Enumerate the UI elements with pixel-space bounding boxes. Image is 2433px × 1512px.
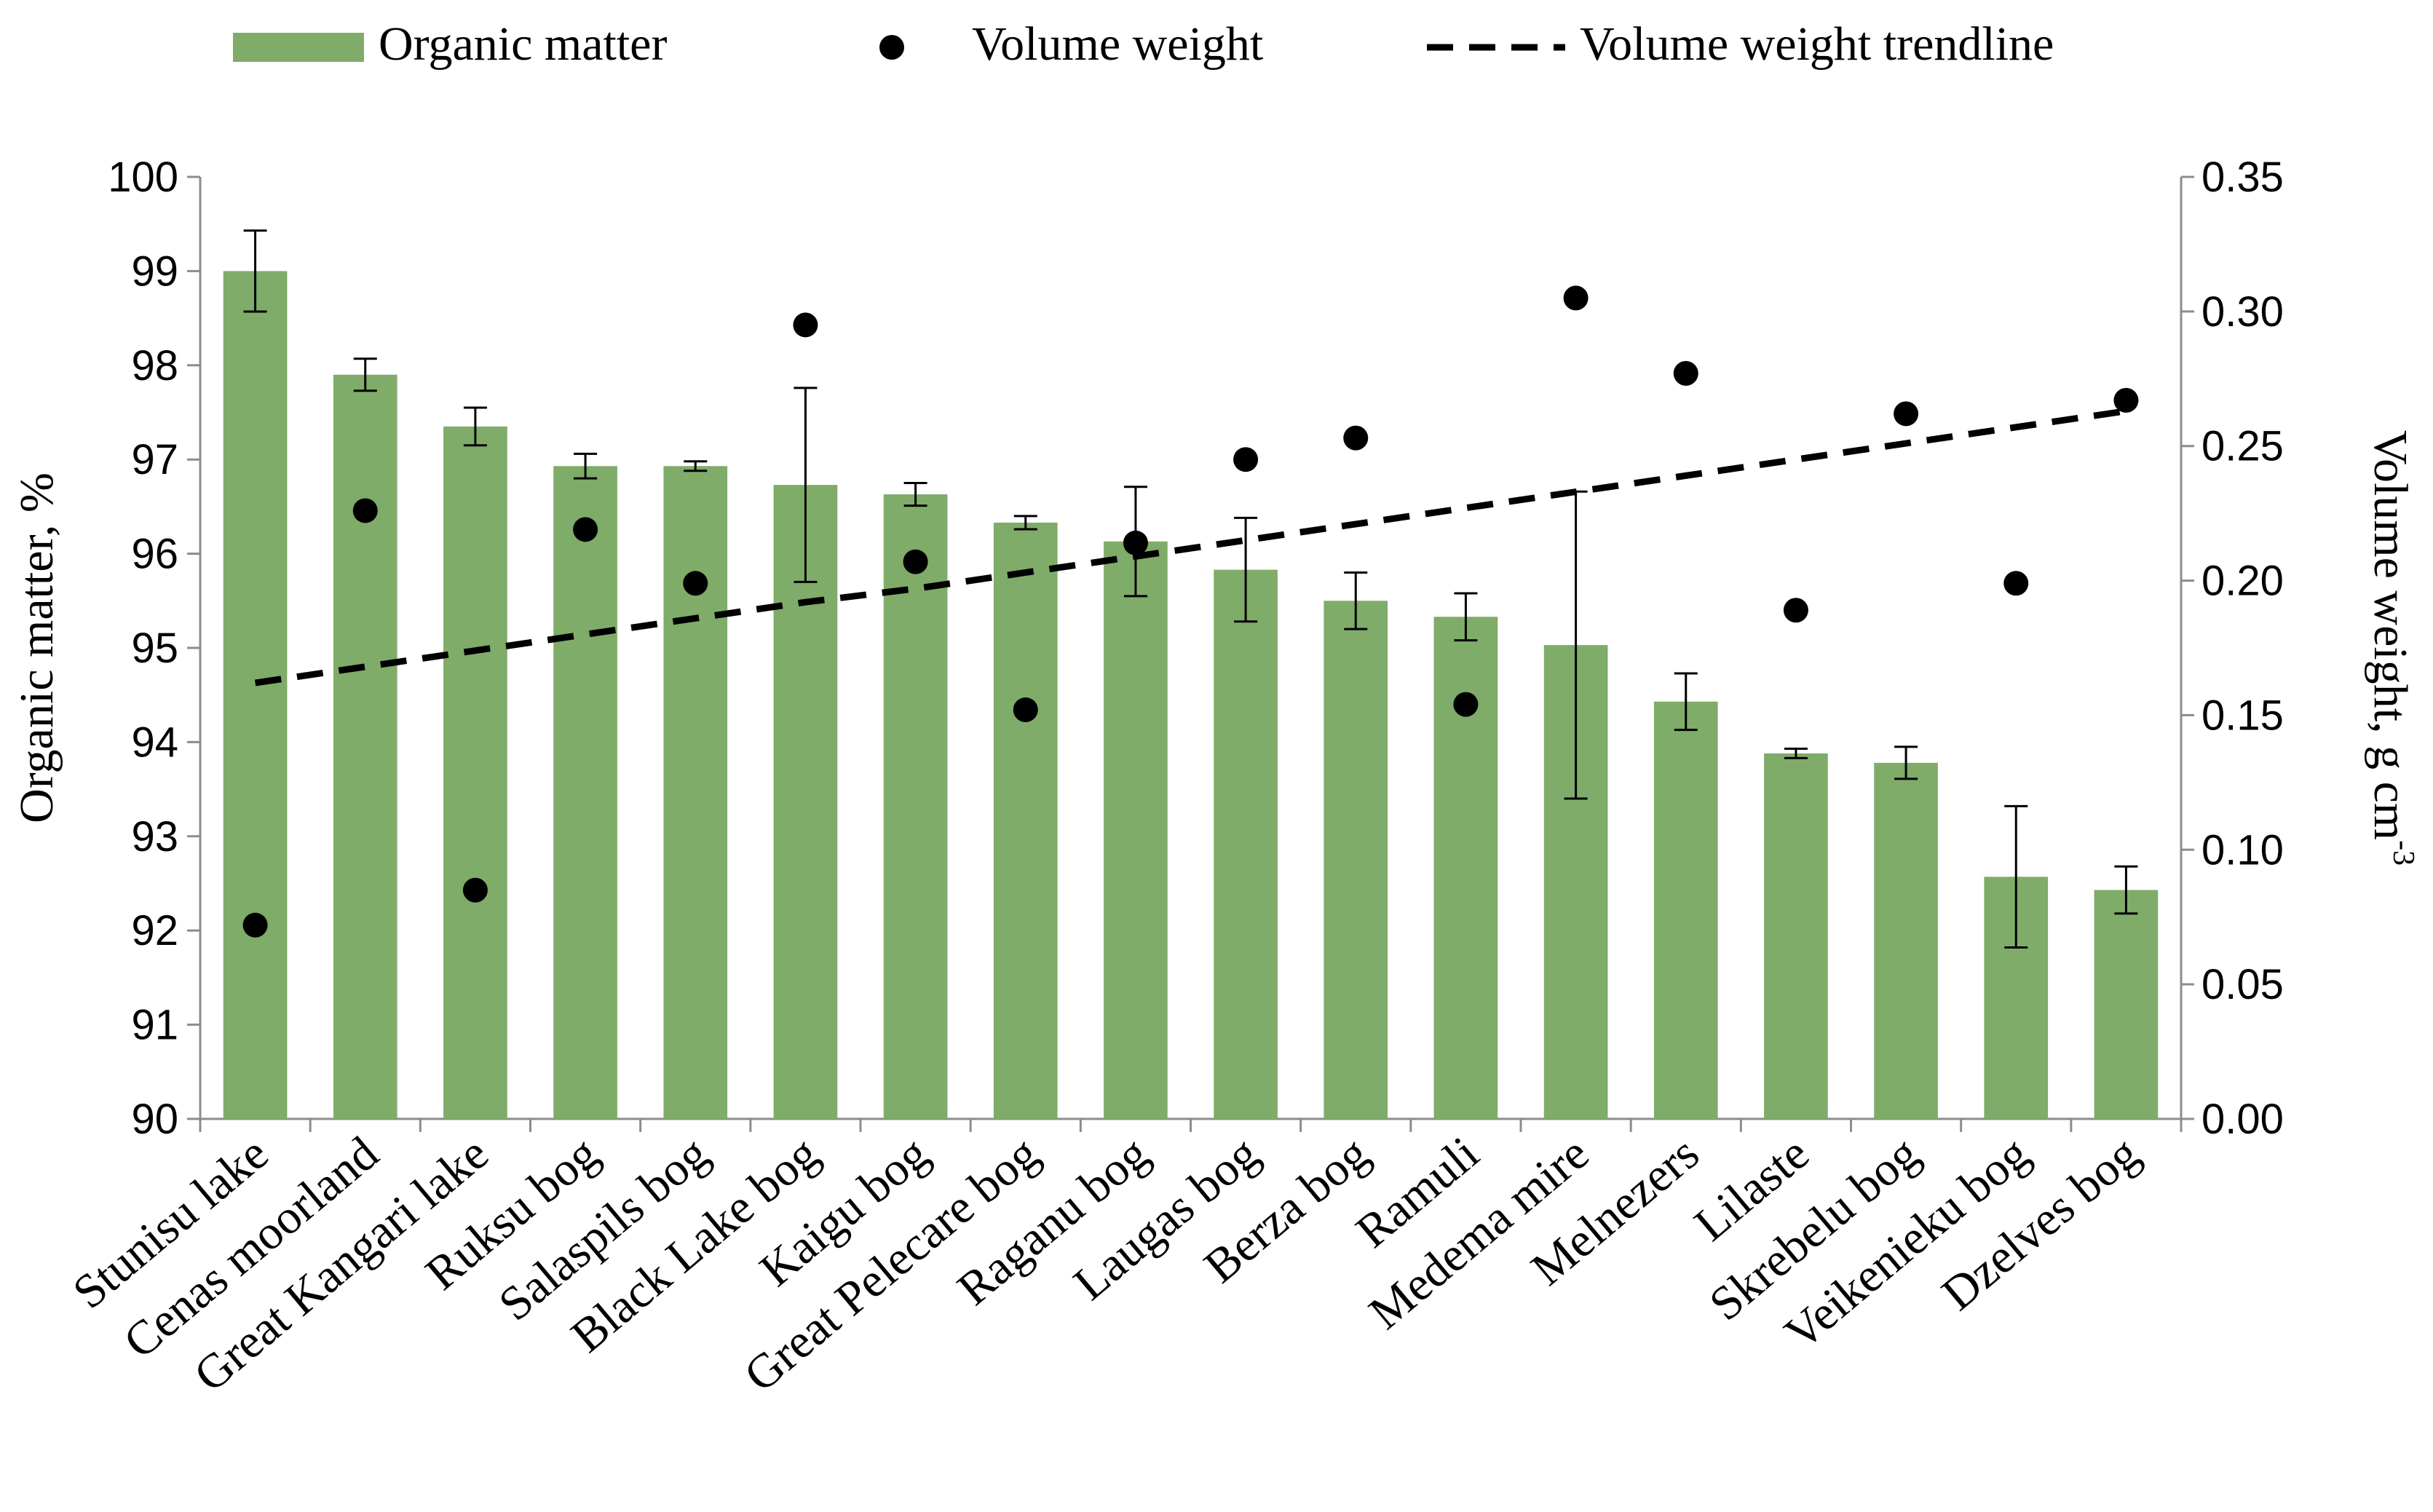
volume-weight-point [793, 312, 818, 338]
organic-matter-error-bar [903, 482, 927, 507]
y2-axis-title: Volume weight, g cm-3 [2364, 430, 2420, 866]
x-axis-ticks [199, 1119, 2183, 1132]
organic-matter-error-bar [2004, 804, 2028, 949]
volume-weight-point [1123, 530, 1148, 555]
right-tick-label: 0.10 [2201, 826, 2284, 874]
organic-matter-error-bar [1454, 592, 1478, 642]
organic-matter-bars [223, 271, 2159, 1119]
volume-weight-point [1894, 401, 1919, 427]
left-tick-label: 92 [131, 907, 178, 954]
volume-weight-point [573, 517, 598, 542]
legend-item-volume-weight: Volume weight [879, 17, 1263, 71]
volume-weight-point [1013, 697, 1038, 723]
volume-weight-point [462, 877, 488, 903]
organic-matter-error-bar [1674, 672, 1698, 732]
y-axis-title: Organic matter, % [10, 472, 63, 823]
organic-matter-bar [1764, 753, 1828, 1119]
legend-item-volume-weight-trendline: Volume weight trendline [1427, 17, 2054, 71]
volume-weight-point [1233, 447, 1259, 472]
organic-matter-error-bar [1234, 516, 1258, 623]
volume-weight-point [1673, 360, 1698, 386]
volume-weight-points [242, 285, 2139, 938]
organic-matter-error-bars [243, 229, 2138, 949]
organic-matter-error-bar [353, 357, 377, 392]
volume-weight-point [1563, 285, 1589, 311]
volume-weight-point [1453, 692, 1479, 717]
organic-matter-bar [333, 374, 397, 1119]
right-tick-label: 0.35 [2201, 154, 2284, 201]
organic-matter-bar [1874, 762, 1938, 1119]
volume-weight-trendline-group [254, 408, 2127, 686]
organic-matter-bar [553, 466, 617, 1119]
organic-matter-error-bar [1013, 515, 1037, 531]
organic-matter-bar [993, 522, 1058, 1119]
right-tick-label: 0.30 [2201, 288, 2284, 336]
volume-weight-point [242, 912, 268, 938]
right-tick-label: 0.20 [2201, 558, 2284, 605]
volume-weight-point [352, 498, 378, 523]
legend-label-volume-weight-trendline: Volume weight trendline [1580, 17, 2054, 71]
volume-weight-point [683, 571, 708, 596]
left-tick-label: 95 [131, 625, 178, 672]
volume-weight-point [1783, 598, 1808, 623]
organic-matter-bar [883, 494, 948, 1119]
organic-matter-bar [773, 485, 838, 1119]
organic-matter-bar [1104, 541, 1168, 1119]
organic-matter-error-bar [2114, 865, 2138, 915]
left-tick-label: 100 [108, 154, 178, 201]
right-tick-label: 0.25 [2201, 423, 2284, 470]
left-tick-label: 96 [131, 531, 178, 578]
organic-matter-error-bar [794, 387, 818, 583]
organic-matter-error-bar [1344, 571, 1368, 630]
y2-axis-title-superscript: -3 [2386, 840, 2420, 866]
volume-weight-point [2003, 571, 2029, 596]
legend-swatch-organic-matter [233, 33, 364, 62]
organic-matter-bar [1214, 569, 1278, 1119]
volume-weight-trendline [254, 408, 2127, 686]
volume-weight-point [2113, 387, 2139, 413]
legend: Organic matter Volume weight Volume weig… [233, 17, 2054, 71]
volume-weight-point [903, 549, 928, 574]
organic-matter-error-bar [1894, 745, 1918, 780]
organic-matter-error-bar [684, 460, 708, 472]
left-tick-label: 98 [131, 342, 178, 389]
left-tick-label: 90 [131, 1096, 178, 1143]
organic-matter-bar [663, 466, 728, 1119]
organic-matter-bar [223, 271, 288, 1119]
left-tick-label: 91 [131, 1002, 178, 1049]
left-axis-ticks: 90 91 92 93 94 95 96 97 98 99 100 [108, 154, 200, 1143]
left-tick-label: 94 [131, 719, 178, 766]
organic-matter-bar [2094, 890, 2159, 1119]
volume-weight-point [1343, 425, 1369, 451]
organic-matter-error-bar [1784, 747, 1808, 759]
right-axis-ticks: 0.00 0.05 0.10 0.15 0.20 0.25 0.30 0.35 [2181, 154, 2284, 1143]
organic-matter-error-bar [574, 452, 598, 480]
organic-matter-bar [1324, 601, 1388, 1119]
legend-label-organic-matter: Organic matter [379, 17, 667, 71]
left-tick-label: 93 [131, 813, 178, 860]
left-tick-label: 99 [131, 248, 178, 295]
organic-matter-bar [443, 426, 507, 1119]
organic-matter-error-bar [243, 229, 267, 313]
y2-axis-title-main: Volume weight, g cm [2364, 430, 2417, 840]
legend-label-volume-weight: Volume weight [972, 17, 1263, 71]
left-tick-label: 97 [131, 436, 178, 483]
right-tick-label: 0.05 [2201, 961, 2284, 1008]
legend-item-organic-matter: Organic matter [233, 17, 667, 71]
right-tick-label: 0.00 [2201, 1096, 2284, 1143]
organic-matter-error-bar [463, 406, 487, 447]
legend-marker-volume-weight [879, 35, 904, 60]
right-tick-label: 0.15 [2201, 692, 2284, 739]
organic-matter-bar [1653, 701, 1718, 1119]
